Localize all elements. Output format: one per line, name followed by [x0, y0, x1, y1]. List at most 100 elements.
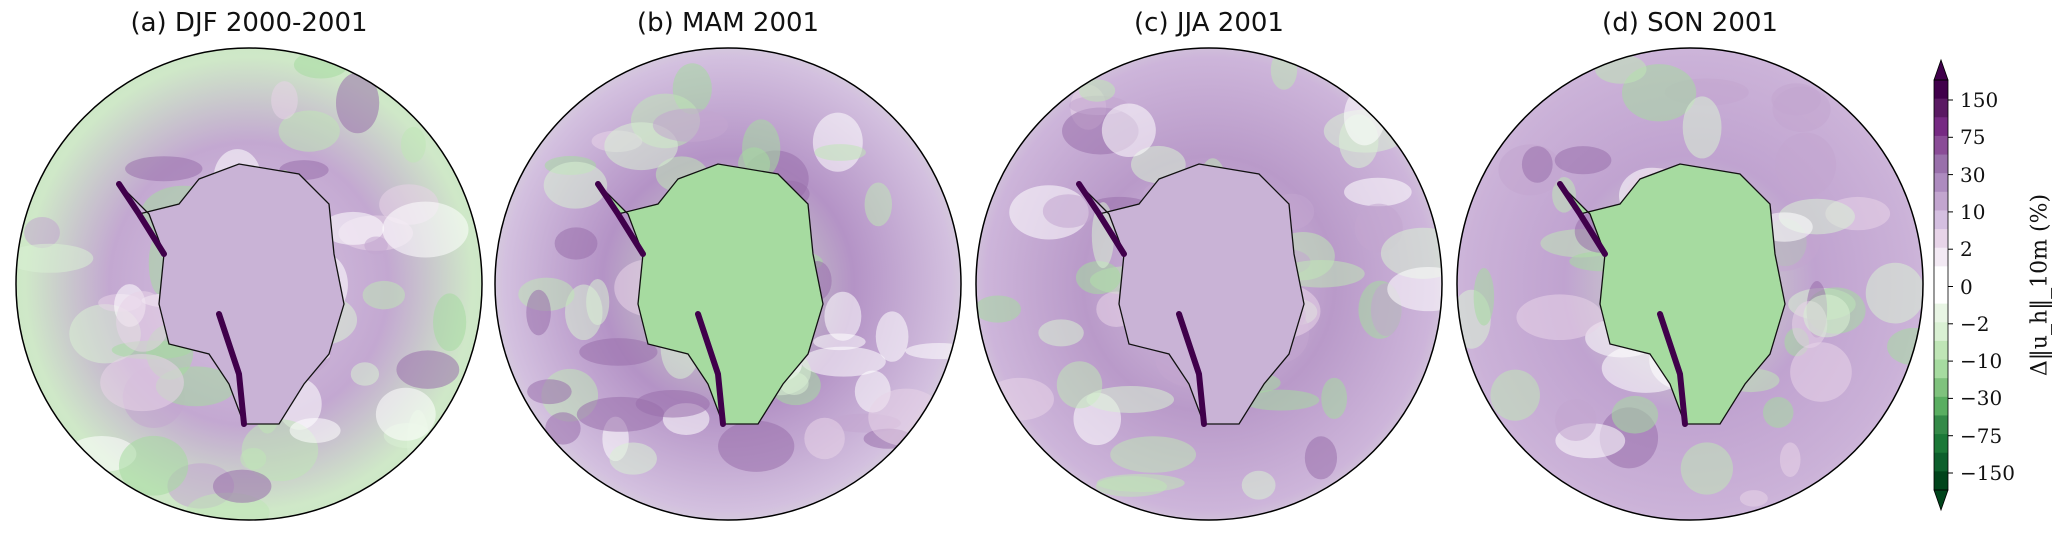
field-patch — [1241, 389, 1320, 411]
colorbar-bin — [1934, 471, 1948, 491]
field-patch — [271, 81, 298, 120]
field-patch — [240, 447, 267, 470]
map-boundary — [1456, 47, 1924, 521]
colorbar-bin — [1934, 452, 1948, 472]
colorbar-tick-label: 10 — [1960, 199, 1986, 224]
field-patch — [1042, 194, 1094, 228]
colorbar — [1933, 58, 1953, 512]
colorbar-extend-max — [1933, 58, 1949, 81]
field-patch — [1521, 146, 1553, 183]
panel-b-title: (b) MAM 2001 — [636, 8, 820, 38]
map-panel-d — [1456, 47, 1924, 521]
field-patch — [1380, 227, 1442, 279]
colorbar-bin — [1934, 285, 1948, 305]
map-boundary — [15, 47, 483, 521]
field-patch — [526, 289, 551, 336]
strong-increase-band — [116, 181, 247, 427]
field-patch — [1772, 86, 1831, 132]
field-patch — [1101, 103, 1156, 158]
colorbar-tick-label: 75 — [1960, 125, 1986, 150]
field-patch — [635, 389, 710, 418]
colorbar-bin — [1934, 154, 1948, 174]
field-patch — [396, 350, 460, 389]
strong-increase-band — [1076, 181, 1207, 427]
colorbar-bin — [1934, 247, 1948, 267]
field-patch — [1790, 342, 1852, 402]
field-patch — [1075, 261, 1121, 295]
field-patch — [350, 362, 380, 386]
field-patch — [1490, 369, 1540, 421]
field-patch — [382, 201, 469, 258]
colorbar-tick-label: −75 — [1960, 423, 2003, 448]
colorbar-label: Δ‖u_h‖_10m (%) — [2027, 193, 2053, 377]
colorbar-tick-label: −10 — [1960, 349, 2003, 374]
field-patch — [1775, 132, 1837, 197]
colorbar-bin — [1934, 135, 1948, 156]
field-patch — [116, 291, 170, 352]
colorbar-bin — [1934, 415, 1948, 435]
field-patch — [824, 291, 862, 341]
colorbar-bin — [1934, 229, 1948, 249]
field-patch — [905, 343, 961, 360]
field-patch — [1865, 262, 1923, 324]
field-patch — [652, 108, 729, 142]
colorbar-bin — [1934, 80, 1948, 100]
field-patch — [1682, 96, 1722, 159]
field-patch — [1095, 476, 1167, 497]
field-patch — [1516, 294, 1603, 341]
field-patch — [1038, 319, 1084, 347]
field-patch — [289, 417, 341, 443]
field-patch — [335, 72, 380, 134]
colorbar-bin — [1934, 98, 1948, 118]
strong-increase-band — [595, 181, 726, 427]
map-panel-c — [975, 47, 1443, 521]
field-patch — [554, 227, 598, 260]
field-patch — [1762, 396, 1794, 428]
field-patch — [1739, 490, 1768, 507]
field-patch — [586, 278, 610, 326]
field-patch — [1554, 399, 1597, 442]
colorbar-tick-label: 0 — [1960, 274, 1973, 299]
field-patch — [1241, 470, 1276, 500]
field-patch — [1078, 79, 1116, 102]
colorbar-tick-label: −30 — [1960, 386, 2003, 411]
field-patch — [1110, 436, 1197, 473]
panel-d-title: (d) SON 2001 — [1602, 8, 1778, 38]
field-patch — [362, 280, 406, 310]
field-patch — [801, 346, 886, 377]
colorbar-bin — [1934, 117, 1948, 137]
map-boundary — [494, 47, 962, 521]
field-patch — [321, 211, 385, 245]
colorbar-bin — [1934, 191, 1948, 211]
field-patch — [364, 236, 388, 255]
field-patch — [875, 311, 909, 362]
colorbar-tick-label: −2 — [1960, 311, 1990, 336]
field-patch — [609, 442, 657, 475]
field-patch — [1680, 442, 1734, 495]
field-patch — [1344, 177, 1412, 207]
field-patch — [804, 417, 845, 460]
field-patch — [278, 110, 340, 152]
colorbar-bin — [1934, 210, 1948, 230]
field-patch — [125, 156, 203, 182]
map-panel-a — [15, 47, 483, 521]
field-patch — [813, 333, 866, 351]
colorbar-extend-min — [1933, 489, 1949, 512]
field-patch — [1611, 395, 1659, 434]
strong-increase-band — [1557, 181, 1688, 427]
field-patch — [1887, 327, 1923, 366]
field-patch — [527, 379, 572, 405]
field-patch — [1387, 266, 1442, 312]
colorbar-bin — [1934, 173, 1948, 193]
field-patch — [718, 420, 795, 472]
field-patch — [985, 377, 1054, 421]
field-patch — [400, 126, 426, 163]
field-patch — [293, 51, 348, 79]
colorbar-tick-label: −150 — [1960, 461, 2015, 485]
map-boundary — [975, 47, 1443, 521]
panel-a-title: (a) DJF 2000-2001 — [130, 8, 368, 38]
field-patch — [1779, 442, 1801, 477]
colorbar-bin — [1934, 434, 1948, 454]
field-patch — [433, 293, 467, 352]
